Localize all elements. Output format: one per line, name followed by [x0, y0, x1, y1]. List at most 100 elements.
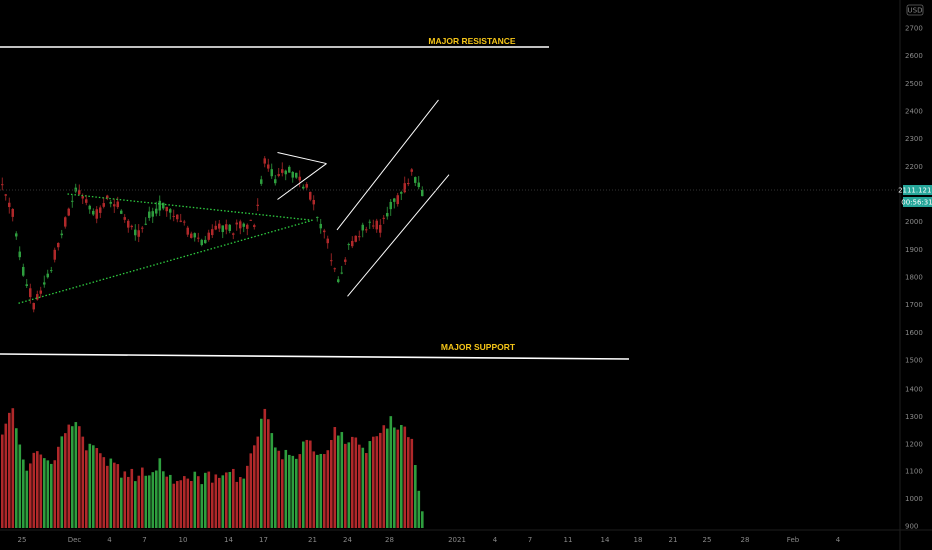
y-tick-label: 1800: [905, 274, 923, 282]
candle: [414, 176, 417, 187]
volume-bar: [211, 482, 214, 528]
candle: [4, 193, 7, 201]
volume-bar: [39, 454, 43, 528]
currency-badge[interactable]: USD: [906, 4, 924, 16]
trendline-drawings[interactable]: [18, 99, 450, 304]
y-tick-label: 2700: [905, 25, 923, 33]
candle: [165, 206, 168, 217]
pennant-lower-line[interactable]: [277, 163, 327, 200]
candle: [326, 235, 329, 249]
candle: [32, 302, 35, 313]
candle: [71, 195, 74, 208]
candle: [158, 195, 161, 217]
volume-bar: [162, 471, 165, 528]
x-tick-label: 25: [18, 536, 27, 544]
volume-bar: [410, 438, 414, 528]
volume-bar: [141, 467, 144, 528]
candle: [421, 186, 424, 197]
candle: [410, 168, 413, 176]
volume-bar: [375, 436, 379, 528]
candle: [228, 223, 231, 234]
candle: [232, 232, 235, 240]
candle: [323, 228, 326, 239]
volume-bar: [127, 476, 130, 528]
y-tick-label: 2500: [905, 80, 923, 88]
volume-bar: [249, 453, 253, 528]
volume-bar: [386, 428, 389, 528]
volume-bar: [134, 481, 137, 528]
volume-bar: [46, 460, 50, 528]
volume-bar: [190, 481, 193, 528]
triangle-upper-line[interactable]: [67, 193, 313, 221]
candle: [106, 194, 109, 201]
volume-bar: [78, 426, 81, 528]
x-tick-label: Dec: [68, 536, 82, 544]
volume-bar: [102, 457, 106, 528]
x-tick-label: 11: [564, 536, 573, 544]
x-tick-label: 28: [741, 536, 750, 544]
volume-bar: [71, 426, 74, 528]
channel-upper-line[interactable]: [336, 99, 439, 231]
candle: [15, 231, 18, 240]
candle: [176, 214, 179, 223]
volume-bar: [137, 475, 141, 528]
volume-bar: [407, 437, 410, 528]
y-tick-label: 2300: [905, 135, 923, 143]
candle: [36, 290, 39, 301]
volume-bar: [169, 474, 172, 528]
countdown-badge: 00:56:31: [901, 197, 932, 207]
pennant-upper-line[interactable]: [277, 152, 327, 165]
candle: [130, 224, 133, 230]
volume-bar: [64, 433, 67, 528]
volume-bar: [344, 443, 347, 528]
candle: [260, 175, 263, 186]
x-tick-label: Feb: [787, 536, 800, 544]
candle: [365, 226, 368, 233]
volume-bar: [18, 444, 22, 528]
x-tick-label: 14: [601, 536, 610, 544]
candle: [333, 267, 336, 273]
volume-bar: [274, 447, 277, 528]
volume-bar: [382, 425, 386, 528]
y-tick-label: 1900: [905, 246, 923, 254]
volume-bar: [57, 446, 60, 528]
candle: [386, 206, 389, 220]
candle: [298, 170, 301, 188]
y-tick-label: 1600: [905, 329, 923, 337]
volume-bar: [242, 478, 246, 528]
volume-bar: [67, 424, 71, 528]
candle: [225, 219, 228, 235]
major-support-line[interactable]: [0, 353, 630, 360]
channel-lower-line[interactable]: [347, 174, 450, 297]
volume-bar: [197, 476, 200, 528]
candle: [57, 242, 60, 251]
volume-bar: [50, 463, 53, 528]
candle: [246, 223, 249, 236]
candle: [221, 225, 224, 239]
volume-bar: [326, 450, 330, 528]
volume-bar: [53, 460, 57, 528]
candle: [64, 216, 67, 229]
candle: [344, 257, 347, 266]
candle: [400, 190, 403, 201]
candle: [99, 205, 102, 219]
volume-bar: [295, 458, 298, 528]
candle: [309, 191, 312, 202]
volume-bar: [123, 471, 127, 528]
time-axis[interactable]: 25 Dec 4 7 10 14 17 21 24 28 2021 4 7 11 14 18 21 25 28 Feb…: [18, 536, 841, 544]
candle: [393, 197, 396, 209]
x-tick-label: 4: [836, 536, 841, 544]
volume-bar: [106, 465, 109, 528]
volume-bar: [323, 454, 326, 528]
volume-bar: [417, 490, 421, 528]
volume-bar: [379, 432, 382, 528]
candle: [337, 276, 340, 284]
volume-bar: [316, 454, 319, 528]
volume-bars: [1, 408, 424, 528]
volume-bar: [221, 475, 225, 528]
candle: [375, 218, 378, 233]
candle: [8, 197, 11, 214]
volume-bar: [74, 422, 78, 528]
price-axis[interactable]: 2700 2600 2500 2400 2300 2200 2000 1900 1800 1700…: [905, 25, 923, 531]
